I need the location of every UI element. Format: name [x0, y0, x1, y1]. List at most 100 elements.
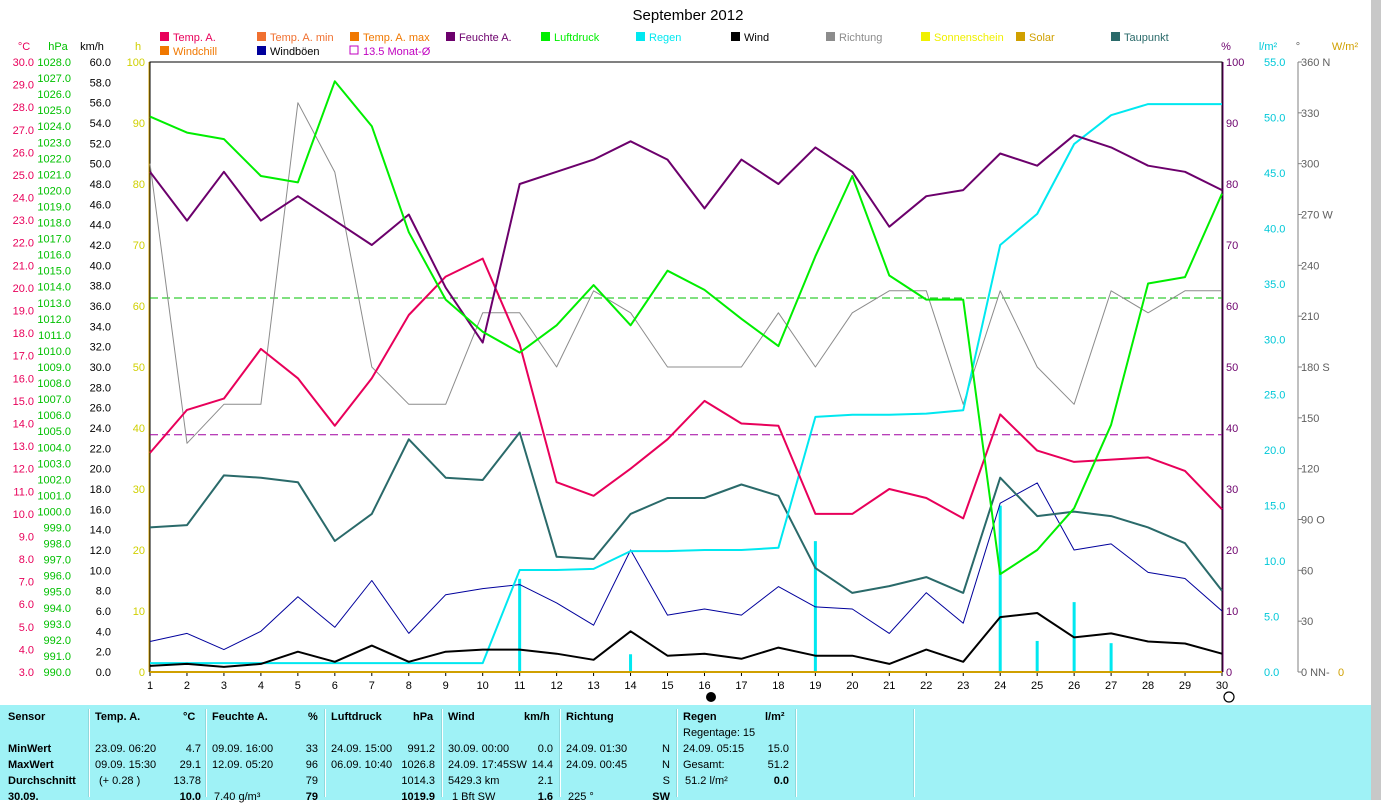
rain-total-val: 51.2	[767, 759, 789, 771]
rain-tick-label: 50.0	[1264, 112, 1285, 124]
pressure-tick-label: 1007.0	[37, 394, 71, 406]
humidity-tick-label: 70	[1226, 240, 1238, 252]
pressure-tick-label: 1010.0	[37, 346, 71, 358]
wind-min-val: 0.0	[537, 743, 553, 755]
direction-tick-label: 210	[1301, 311, 1319, 323]
humidity-tick-label: 20	[1226, 545, 1238, 557]
hum-title: Feuchte A.	[212, 711, 268, 723]
chart-title: September 2012	[633, 7, 744, 24]
sun-tick-label: 50	[133, 362, 145, 374]
rain-tick-label: 30.0	[1264, 334, 1285, 346]
pressure-tick-label: 997.0	[43, 555, 71, 567]
sun-tick-label: 100	[127, 57, 145, 69]
moon-phase-markers	[706, 691, 1235, 703]
legend-swatch	[541, 32, 550, 41]
x-tick-label: 21	[883, 680, 895, 692]
temp-tick-label: 15.0	[13, 396, 34, 408]
x-tick-label: 13	[587, 680, 599, 692]
pressure-tick-label: 1028.0	[37, 57, 71, 69]
x-tick-label: 25	[1031, 680, 1043, 692]
temp-tick-label: 7.0	[19, 577, 34, 589]
rain-current: 0.0	[773, 775, 789, 787]
pressure-tick-label: 1015.0	[37, 266, 71, 278]
series-wind-line	[149, 612, 1223, 668]
wind-column: Wind km/h 30.09. 00:00 0.0 24.09. 17:45S…	[442, 705, 559, 803]
wind-avg-val: 2.1	[537, 775, 553, 787]
legend-swatch	[160, 46, 169, 55]
x-tick-label: 23	[957, 680, 969, 692]
humidity-tick-label: 90	[1226, 118, 1238, 130]
dir-max-val: N	[662, 759, 670, 771]
wind-tick-label: 18.0	[90, 484, 111, 496]
x-tick-label: 5	[295, 680, 301, 692]
x-tick-label: 2	[184, 680, 190, 692]
series-windböen-line	[149, 482, 1223, 651]
rain-tick-label: 25.0	[1264, 390, 1285, 402]
wind-tick-label: 22.0	[90, 443, 111, 455]
legend-label: Windböen	[270, 46, 320, 58]
wind-tick-label: 6.0	[96, 606, 111, 618]
series-temp-a-line	[149, 257, 1223, 520]
dir-degrees: 225 °	[568, 791, 594, 803]
wind-tick-label: 40.0	[90, 260, 111, 272]
temp-tick-label: 29.0	[13, 80, 34, 92]
x-tick-label: 27	[1105, 680, 1117, 692]
pressure-tick-label: 1026.0	[37, 89, 71, 101]
rain-tick-label: 15.0	[1264, 501, 1285, 513]
wind-tick-label: 44.0	[90, 220, 111, 232]
rain-total-label: Gesamt:	[683, 759, 725, 771]
pressure-tick-label: 999.0	[43, 523, 71, 535]
temp-current: 10.0	[179, 791, 201, 803]
legend-swatch	[350, 32, 359, 41]
dir-min-date: 24.09. 01:30	[566, 743, 628, 755]
pressure-tick-label: 1022.0	[37, 153, 71, 165]
temp-tick-label: 28.0	[13, 102, 34, 114]
solar-zero-label: 0	[1338, 667, 1344, 679]
legend-label: Richtung	[839, 32, 882, 44]
pressure-tick-label: 990.0	[43, 667, 71, 679]
temp-tick-label: 8.0	[19, 554, 34, 566]
dir-avg-val: S	[662, 775, 670, 787]
temp-avg-extra: (+ 0.28 )	[99, 775, 141, 787]
humidity-tick-label: 40	[1226, 423, 1238, 435]
x-tick-label: 15	[661, 680, 673, 692]
pressure-tick-label: 1003.0	[37, 458, 71, 470]
humidity-tick-label: 100	[1226, 57, 1244, 69]
rain-tick-label: 5.0	[1264, 612, 1279, 624]
rain-days: Regentage: 15	[683, 727, 756, 739]
x-tick-label: 11	[514, 680, 525, 692]
x-tick-label: 4	[258, 680, 264, 692]
rain-column: Regen l/m² Regentage: 15 24.09. 05:15 15…	[677, 705, 795, 800]
pressure-tick-label: 1016.0	[37, 250, 71, 262]
legend-label: Taupunkt	[1124, 32, 1169, 44]
pressure-tick-label: 1014.0	[37, 282, 71, 294]
legend-label: Luftdruck	[554, 32, 600, 44]
rain-title: Regen	[683, 711, 717, 723]
wind-tick-label: 38.0	[90, 281, 111, 293]
temp-tick-label: 30.0	[13, 57, 34, 69]
temp-max-val: 29.1	[179, 759, 201, 771]
rain-tick-label: 20.0	[1264, 445, 1285, 457]
legend-label: 13.5 Monat-Ø	[363, 46, 431, 58]
temp-tick-label: 21.0	[13, 260, 34, 272]
pressure-tick-label: 1019.0	[37, 201, 71, 213]
rain-max-val: 15.0	[767, 743, 789, 755]
axes-group: 3.04.05.06.07.08.09.010.011.012.013.014.…	[13, 41, 1359, 692]
full-moon-icon	[1223, 691, 1235, 703]
press-unit: hPa	[413, 711, 434, 723]
x-tick-label: 16	[698, 680, 710, 692]
pressure-tick-label: 1008.0	[37, 378, 71, 390]
rain-unit: l/m²	[765, 711, 785, 723]
temp-min-date: 23.09. 06:20	[95, 743, 157, 755]
pressure-tick-label: 1023.0	[37, 137, 71, 149]
x-tick-label: 8	[406, 680, 412, 692]
rain-bar	[629, 654, 633, 672]
x-tick-label: 10	[477, 680, 489, 692]
legend-label: Sonnenschein	[934, 32, 1004, 44]
pressure-tick-label: 1001.0	[37, 490, 71, 502]
avg-label: Durchschnitt	[8, 775, 76, 787]
pressure-tick-label: 1012.0	[37, 314, 71, 326]
series-regen-line	[150, 103, 1222, 665]
wind-tick-label: 10.0	[90, 565, 111, 577]
x-tick-label: 12	[550, 680, 562, 692]
